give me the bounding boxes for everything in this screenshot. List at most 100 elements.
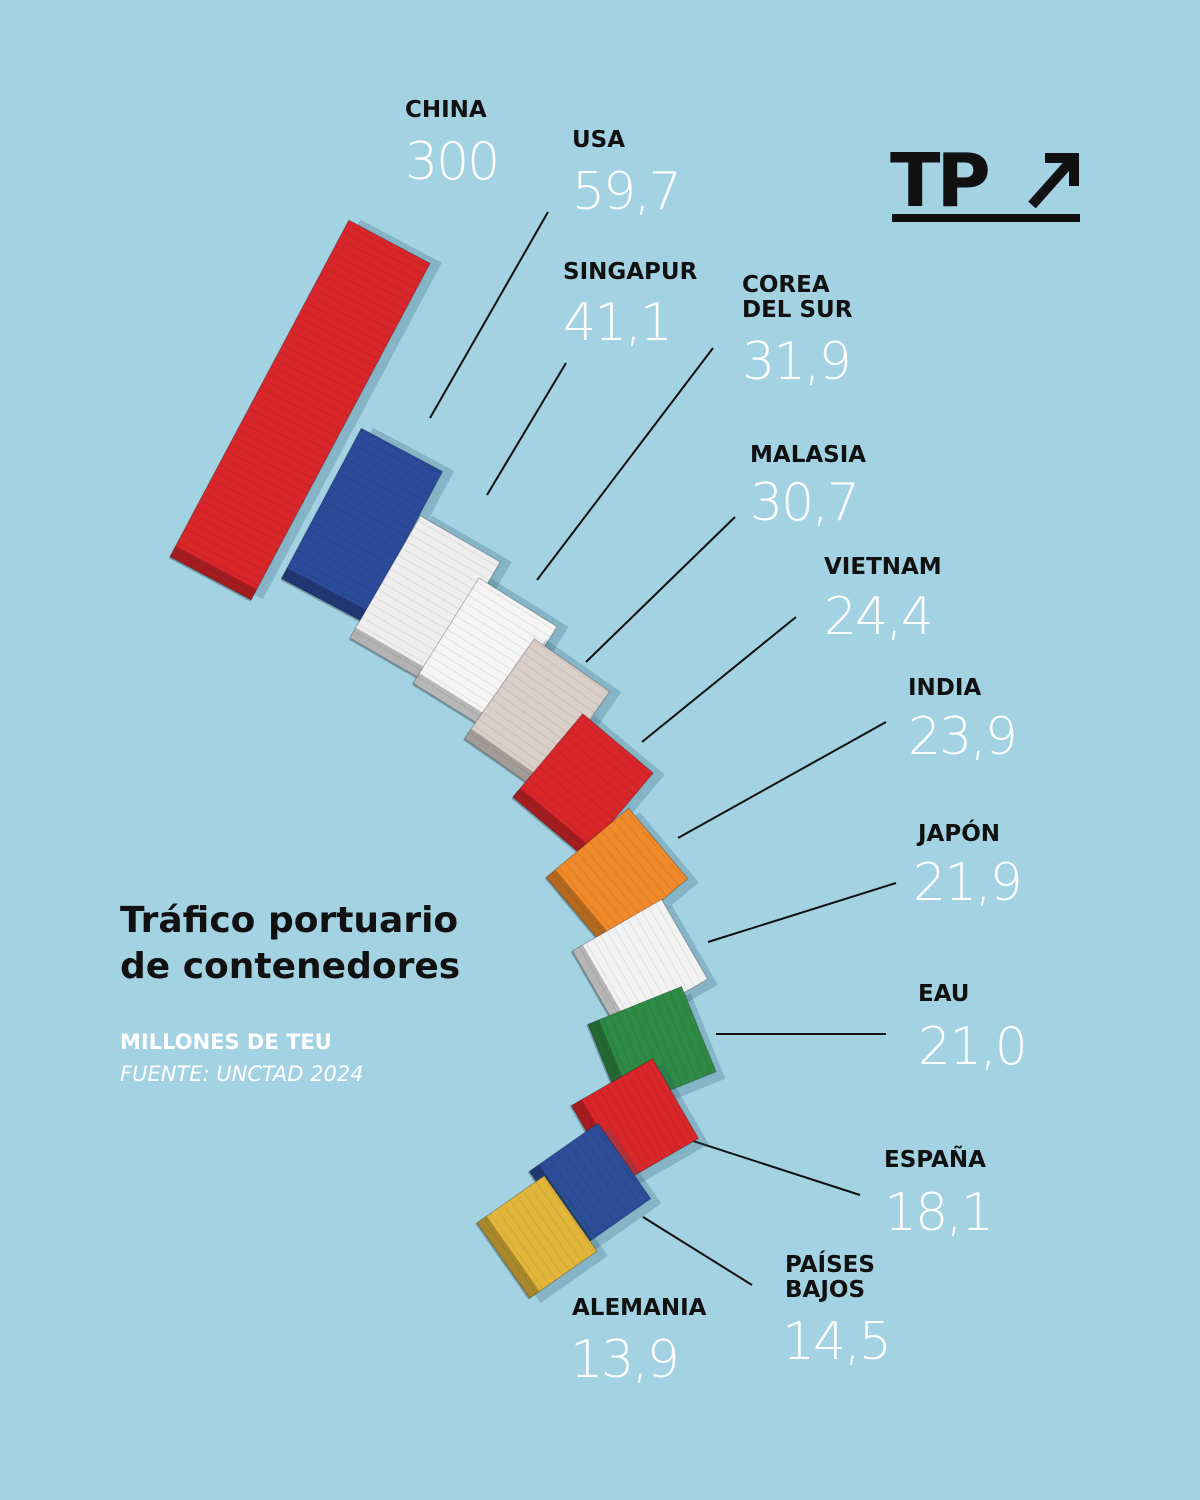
container-rib — [330, 486, 412, 531]
container-rib — [177, 542, 259, 587]
container-rib — [442, 635, 522, 685]
container-rib — [605, 1085, 653, 1166]
container-rib — [463, 601, 543, 652]
container-rib — [184, 527, 267, 573]
leader-line — [707, 882, 897, 943]
container-rib — [288, 563, 371, 608]
container-rib — [574, 1138, 629, 1215]
container-rib — [311, 521, 393, 566]
container — [476, 1175, 598, 1299]
container-rib — [348, 450, 431, 495]
container-rib — [647, 1061, 695, 1142]
container-rib — [334, 245, 417, 290]
container-rib — [229, 443, 312, 488]
container — [169, 219, 431, 601]
container-rib — [532, 639, 609, 694]
container-rib — [568, 1143, 622, 1220]
container-door — [511, 787, 592, 858]
container-rib — [389, 568, 470, 616]
container-rib — [613, 926, 661, 1007]
container-rib — [307, 528, 390, 573]
container-rib — [360, 429, 442, 474]
container-rib — [413, 526, 494, 574]
container-rib — [598, 1089, 646, 1170]
container — [280, 427, 455, 624]
container-rib — [646, 1000, 683, 1086]
container-rib — [634, 914, 682, 995]
container-rib — [654, 997, 690, 1083]
value-label: 13,9 — [570, 1330, 680, 1390]
container-rib — [373, 596, 454, 643]
leader-line — [677, 721, 887, 839]
container-rib — [312, 287, 395, 332]
container-rib — [338, 238, 421, 283]
container-rib — [303, 535, 386, 580]
container-rib — [491, 698, 568, 753]
container-rib — [582, 846, 643, 918]
container-rib — [417, 519, 498, 567]
container-rib — [296, 549, 378, 594]
container-rib — [522, 1190, 577, 1267]
container-rib — [301, 308, 383, 354]
container-rib — [570, 856, 631, 928]
container-rib — [533, 772, 605, 833]
container-rib — [357, 623, 438, 671]
container-rib — [625, 810, 686, 882]
container-rib — [211, 478, 293, 523]
container-rib — [256, 393, 338, 438]
container-rib — [561, 1148, 616, 1225]
container-rib — [669, 991, 705, 1077]
container-rib — [361, 616, 442, 664]
container-rib — [233, 436, 316, 481]
container-rib — [331, 252, 413, 297]
category-label: INDIA — [908, 675, 982, 701]
leader-line — [641, 616, 797, 743]
container-rib — [599, 934, 647, 1015]
container-rib — [496, 692, 573, 746]
container-rib — [365, 609, 446, 657]
container-door — [463, 728, 547, 793]
container — [511, 713, 665, 859]
container-rib — [450, 621, 530, 672]
container-rib — [352, 443, 435, 488]
container-rib — [538, 766, 610, 826]
container-rib — [271, 365, 353, 410]
category-label: MALASIA — [750, 442, 867, 468]
container-rib — [579, 717, 651, 777]
container-rib — [267, 372, 350, 417]
value-label: 59,7 — [572, 162, 682, 222]
container — [475, 1175, 608, 1303]
container-rib — [514, 666, 591, 720]
category-label: VIETNAM — [824, 554, 942, 580]
leader-line — [486, 362, 567, 496]
container-rib — [397, 554, 478, 602]
logo-arrow — [1028, 153, 1079, 209]
category-label: PAÍSES BAJOS — [785, 1252, 875, 1303]
value-label: 30,7 — [750, 473, 860, 533]
container-rib — [341, 464, 424, 510]
value-label: 24,4 — [824, 587, 934, 647]
container-rib — [487, 705, 563, 759]
container-rib — [326, 493, 409, 538]
container — [544, 807, 699, 952]
container-rib — [581, 1134, 635, 1211]
container-rib — [323, 266, 406, 311]
category-label: JAPÓN — [918, 821, 1001, 847]
container-rib — [472, 587, 551, 638]
container-rib — [278, 351, 361, 396]
container-rib — [483, 1217, 537, 1294]
container-rib — [192, 513, 274, 558]
container-rib — [574, 723, 646, 784]
category-label: ESPAÑA — [884, 1147, 986, 1173]
leader-line — [585, 516, 736, 663]
container-rib — [459, 608, 538, 658]
container-rib — [218, 464, 301, 509]
container-rib — [188, 520, 271, 565]
container-rib — [522, 784, 594, 845]
container-rib — [655, 902, 702, 983]
container-rib — [285, 570, 367, 616]
container-rib — [607, 825, 668, 897]
chart-title: Tráfico portuario de contenedores — [120, 900, 461, 987]
value-label: 14,5 — [782, 1312, 892, 1372]
